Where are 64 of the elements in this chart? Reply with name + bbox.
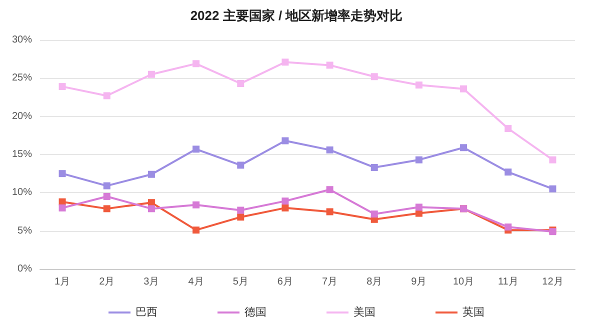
x-tick-label: 7月 [322,276,338,288]
x-tick-label: 4月 [188,276,204,288]
point [148,170,155,178]
x-tick-label: 8月 [366,276,382,288]
point [326,146,334,154]
point [460,144,468,152]
point [58,204,66,212]
y-tick-label: 25% [12,72,32,84]
x-tick-label: 9月 [411,276,427,288]
x-tick-label: 5月 [232,276,248,288]
point [415,156,422,164]
point [103,92,110,100]
x-tick-label: 10月 [452,276,474,288]
point [192,201,200,208]
point [192,146,200,153]
point [370,210,378,218]
point [148,205,155,212]
point [326,186,334,194]
point [192,226,200,234]
y-tick-label: 15% [12,149,32,160]
point [237,214,244,221]
point [58,170,66,178]
point [282,137,289,144]
point [415,82,422,89]
point [460,85,468,92]
point [103,192,110,200]
chart-title: 2022 主要国家 / 地区新增率走势对比 [190,8,403,23]
x-tick-label: 6月 [277,276,293,288]
x-tick-label: 2月 [99,276,115,288]
legend-label: 美国 [354,306,376,318]
x-tick-label: 11月 [498,276,518,288]
point [103,205,110,212]
point [326,62,334,69]
point [370,73,378,80]
y-tick-label: 5% [18,225,32,236]
point [58,83,66,90]
point [504,125,512,132]
y-tick-label: 0% [18,264,32,274]
x-tick-label: 3月 [144,276,160,288]
point [415,210,422,217]
point [282,198,289,205]
y-tick-label: 30% [12,34,32,46]
point [282,58,289,66]
point [103,182,110,190]
point [237,162,244,169]
point [370,164,378,171]
point [549,156,556,164]
point [504,168,512,176]
point [504,224,512,231]
point [237,206,244,214]
point [192,60,200,68]
x-tick-label: 12月 [542,276,564,288]
point [237,80,244,88]
y-tick-label: 10% [12,187,32,198]
point [326,208,334,216]
legend-label: 巴西 [136,306,158,318]
legend-label: 德国 [244,306,266,318]
point [148,70,155,78]
x-tick-label: 1月 [54,276,70,288]
point [415,204,422,211]
y-tick-label: 20% [12,110,32,122]
legend-label: 英国 [462,306,484,318]
point [282,204,289,212]
point [549,185,556,192]
